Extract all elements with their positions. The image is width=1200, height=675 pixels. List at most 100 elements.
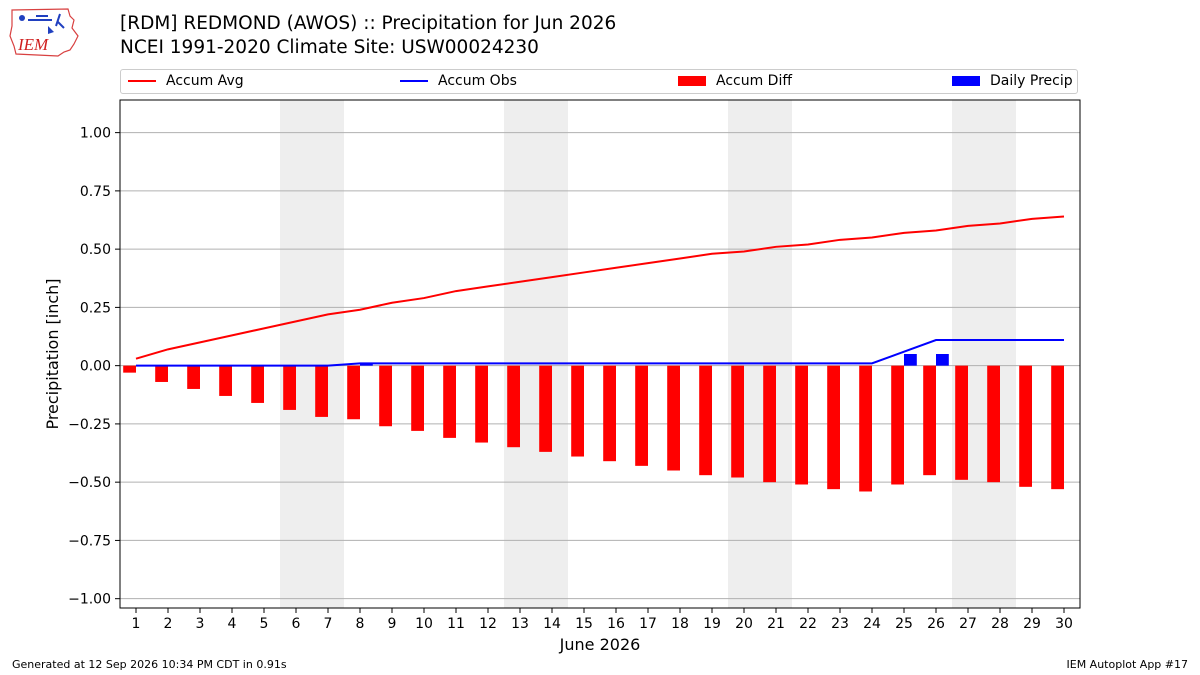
accum-diff-bar — [635, 365, 648, 466]
x-tick-label: 5 — [260, 616, 269, 632]
x-tick-label: 29 — [1023, 616, 1041, 632]
accum-diff-bar — [155, 365, 168, 382]
x-tick-label: 20 — [735, 616, 753, 632]
accum-diff-bar — [923, 365, 936, 476]
accum-diff-bar — [763, 365, 776, 483]
accum-diff-bar — [955, 365, 968, 480]
iem-logo-text: IEM — [17, 35, 49, 54]
legend-label-accum-avg: Accum Avg — [166, 73, 244, 89]
iem-logo-icon: IEM — [9, 8, 79, 57]
legend-label-accum-diff: Accum Diff — [716, 73, 793, 89]
chart-legend: Accum Avg Accum Obs Accum Diff Daily Pre… — [120, 69, 1078, 94]
accum-diff-bar — [219, 365, 232, 396]
y-tick-label: −0.75 — [68, 533, 111, 549]
x-tick-label: 15 — [575, 616, 593, 632]
legend-item-daily-precip: Daily Precip — [952, 73, 1073, 89]
y-tick-label: 0.50 — [80, 242, 111, 258]
chart-title-line1: [RDM] REDMOND (AWOS) :: Precipitation fo… — [120, 13, 617, 34]
x-tick-label: 7 — [324, 616, 333, 632]
weekend-shade — [312, 100, 344, 608]
x-tick-label: 1 — [132, 616, 141, 632]
chart-title-line2: NCEI 1991-2020 Climate Site: USW00024230 — [120, 37, 539, 58]
accum-diff-bar — [571, 365, 584, 457]
x-tick-label: 4 — [228, 616, 237, 632]
accum-diff-bar — [283, 365, 296, 410]
accum-diff-bar — [1019, 365, 1032, 487]
legend-swatch-daily-precip — [952, 76, 980, 86]
legend-label-daily-precip: Daily Precip — [990, 73, 1073, 89]
plot-frame — [119, 99, 1081, 609]
x-tick-label: 23 — [831, 616, 849, 632]
accum-diff-bar — [251, 365, 264, 403]
legend-item-accum-diff: Accum Diff — [678, 73, 792, 89]
x-tick-label: 8 — [356, 616, 365, 632]
x-tick-label: 14 — [543, 616, 561, 632]
accum-diff-bar — [347, 365, 360, 420]
accum-diff-bar — [187, 365, 200, 389]
weekend-shade — [984, 100, 1016, 608]
accum-diff-bar — [507, 365, 520, 448]
accum-diff-bar — [795, 365, 808, 485]
y-tick-label: 0.75 — [80, 184, 111, 200]
x-tick-label: 3 — [196, 616, 205, 632]
accum-diff-bar — [443, 365, 456, 438]
accum-diff-bar — [699, 365, 712, 476]
x-tick-label: 9 — [388, 616, 397, 632]
chart-title: [RDM] REDMOND (AWOS) :: Precipitation fo… — [120, 12, 616, 60]
legend-item-accum-obs: Accum Obs — [400, 73, 517, 89]
accum-diff-bar — [379, 365, 392, 427]
y-tick-label: 0.25 — [80, 300, 111, 316]
y-tick-label: −1.00 — [68, 592, 111, 608]
accum-diff-bar — [539, 365, 552, 452]
legend-swatch-accum-avg — [128, 80, 156, 82]
accum-diff-bar — [891, 365, 904, 485]
legend-swatch-accum-diff — [678, 76, 706, 86]
accum-obs-line — [136, 339, 1064, 367]
x-tick-label: 12 — [479, 616, 497, 632]
x-tick-label: 30 — [1055, 616, 1073, 632]
x-tick-label: 11 — [447, 616, 465, 632]
x-tick-label: 26 — [927, 616, 945, 632]
accum-diff-bar — [827, 365, 840, 490]
x-tick-label: 10 — [415, 616, 433, 632]
legend-swatch-accum-obs — [400, 80, 428, 82]
accum-diff-bar — [603, 365, 616, 462]
accum-diff-bar — [315, 365, 328, 417]
x-tick-label: 25 — [895, 616, 913, 632]
accum-diff-bar — [123, 365, 136, 373]
accum-diff-bar — [1051, 365, 1064, 490]
x-tick-label: 28 — [991, 616, 1009, 632]
accum-diff-bar — [475, 365, 488, 443]
weekend-shade — [536, 100, 568, 608]
accum-diff-bar — [731, 365, 744, 478]
y-tick-label: 0.00 — [80, 359, 111, 375]
legend-label-accum-obs: Accum Obs — [438, 73, 517, 89]
y-tick-label: −0.25 — [68, 417, 111, 433]
weekend-shade — [504, 100, 536, 608]
x-tick-label: 27 — [959, 616, 977, 632]
x-tick-label: 16 — [607, 616, 625, 632]
accum-diff-bar — [987, 365, 1000, 483]
x-tick-label: 18 — [671, 616, 689, 632]
daily-precip-bar — [360, 363, 373, 366]
daily-precip-bar — [936, 354, 949, 366]
weekend-shade — [952, 100, 984, 608]
weekend-shade — [728, 100, 760, 608]
accum-avg-line — [135, 215, 1065, 360]
accum-diff-bar — [411, 365, 424, 431]
x-axis-label: June 2026 — [559, 635, 641, 654]
weekend-shade — [280, 100, 312, 608]
footer-generated-text: Generated at 12 Sep 2026 10:34 PM CDT in… — [12, 658, 287, 671]
accum-diff-bar — [859, 365, 872, 492]
x-tick-label: 6 — [292, 616, 301, 632]
y-tick-label: 1.00 — [80, 126, 111, 142]
y-tick-label: −0.50 — [68, 475, 111, 491]
x-tick-label: 22 — [799, 616, 817, 632]
footer-app-label: IEM Autoplot App #17 — [1066, 658, 1189, 671]
x-tick-label: 17 — [639, 616, 657, 632]
x-tick-label: 2 — [164, 616, 173, 632]
x-tick-label: 19 — [703, 616, 721, 632]
x-tick-label: 13 — [511, 616, 529, 632]
x-tick-label: 21 — [767, 616, 785, 632]
legend-item-accum-avg: Accum Avg — [128, 73, 244, 89]
